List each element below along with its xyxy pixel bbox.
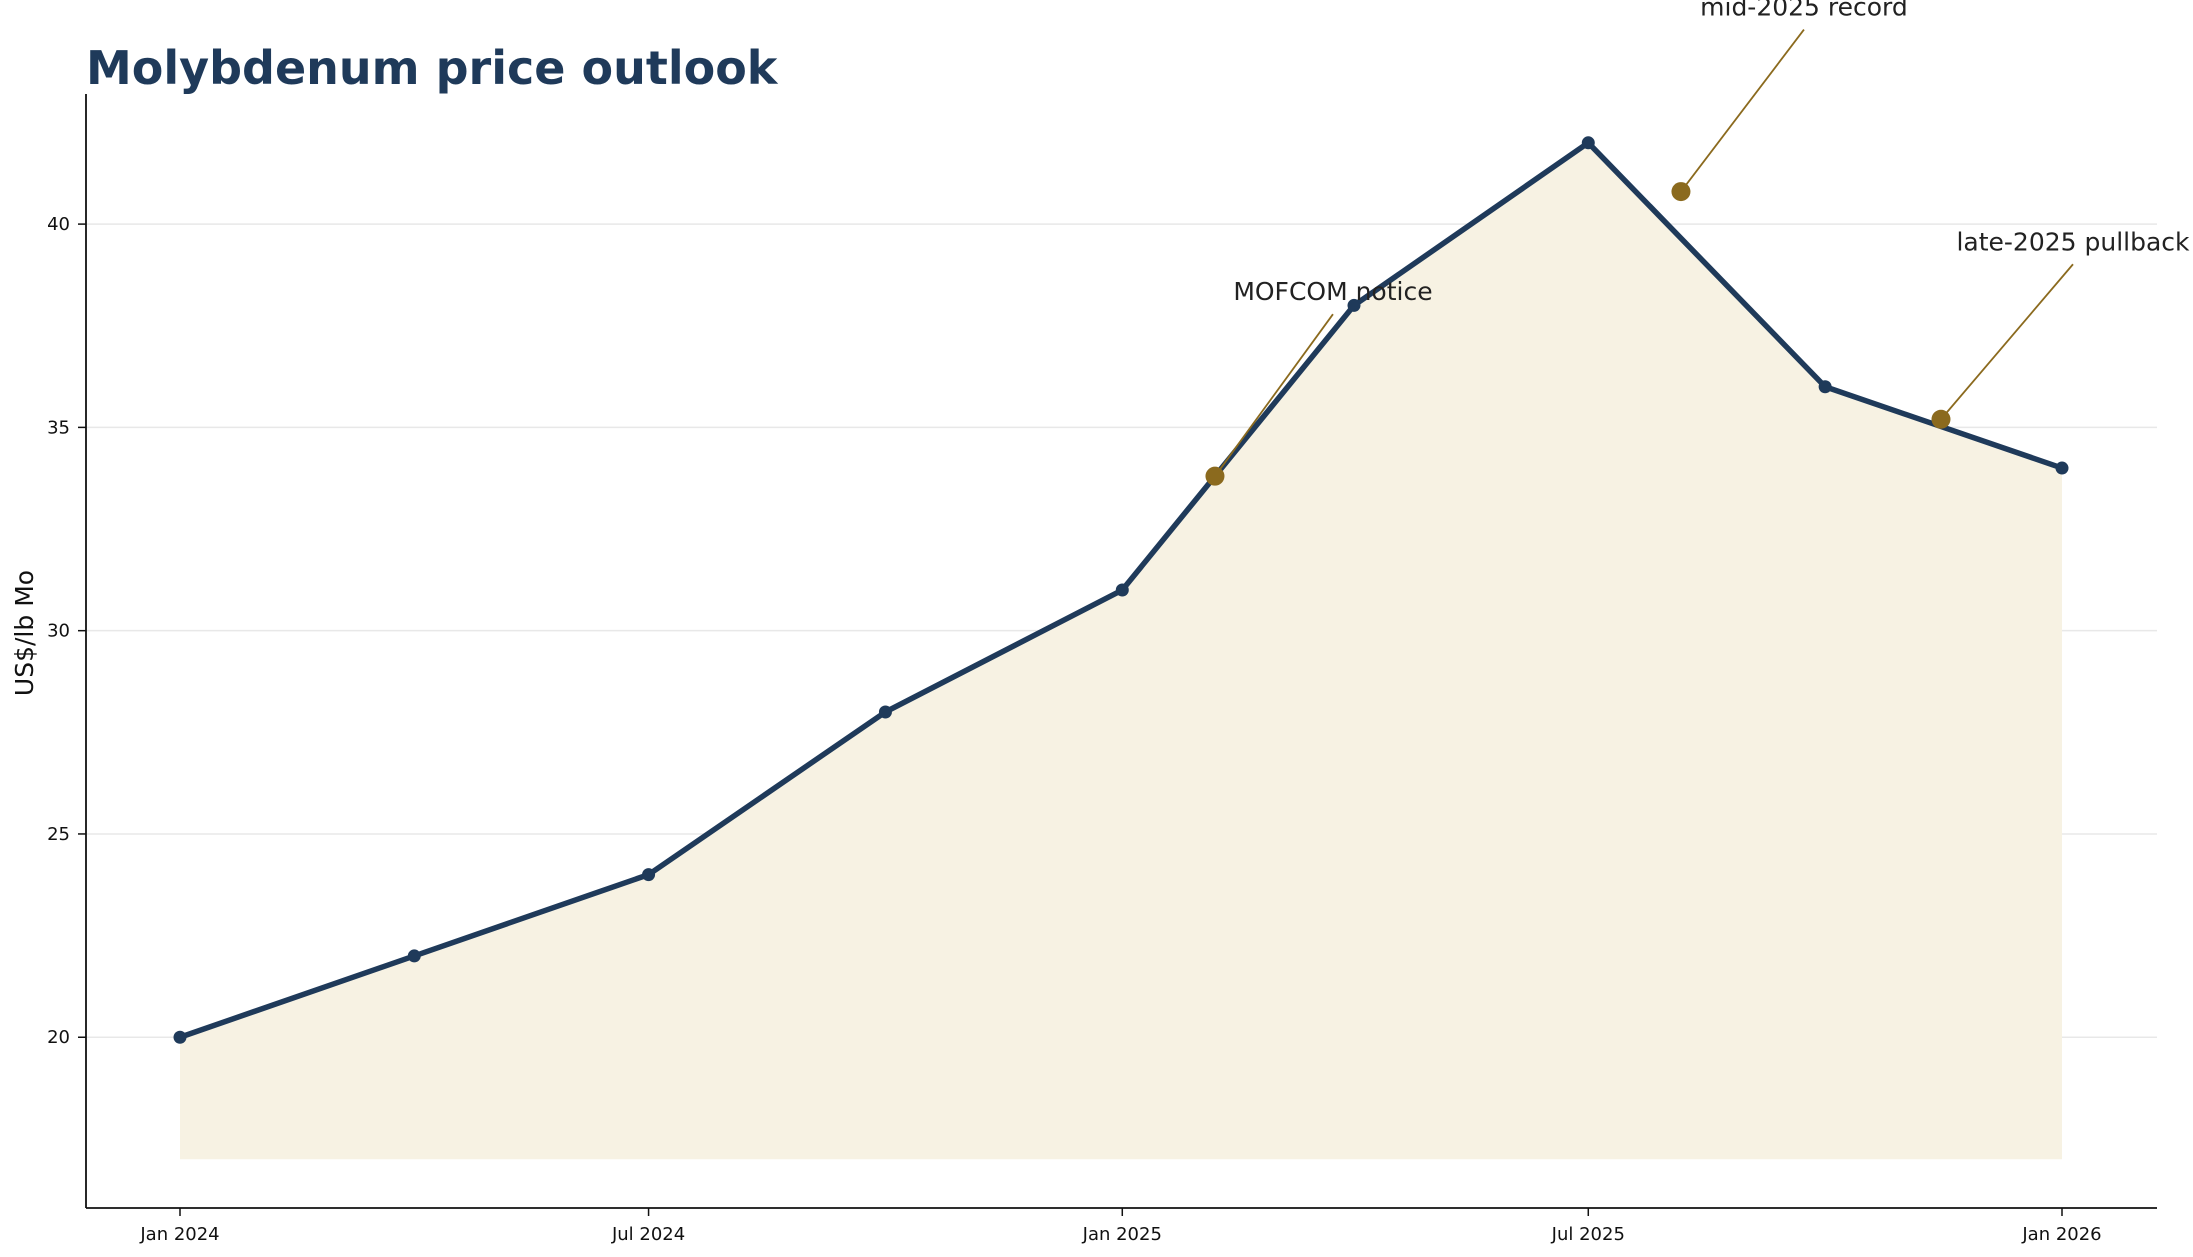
chart-title: Molybdenum price outlook <box>86 41 779 95</box>
data-point <box>1582 136 1595 149</box>
data-point <box>2056 462 2069 475</box>
y-axis-label: US$/lb Mo <box>10 570 39 696</box>
y-tick-label: 35 <box>47 417 70 438</box>
data-point <box>642 868 655 881</box>
data-point <box>408 949 421 962</box>
y-tick-label: 25 <box>47 824 70 845</box>
annotation-label: late-2025 pullback <box>1956 227 2190 256</box>
annotation-labels: MOFCOM notice mid-2025 record late-2025 pu… <box>1233 0 2190 306</box>
x-tick-label: Jan 2026 <box>2021 1224 2101 1245</box>
y-tick-label: 20 <box>47 1027 70 1048</box>
annotation-label: MOFCOM notice <box>1233 277 1432 306</box>
data-point <box>879 705 892 718</box>
y-tick-label: 40 <box>47 214 70 235</box>
area-fill <box>180 143 2062 1159</box>
annotation-marker <box>1671 182 1690 201</box>
x-tick-label: Jan 2024 <box>139 1224 219 1245</box>
annotation-leader-line <box>1681 30 1804 192</box>
data-point <box>1819 380 1832 393</box>
annotation-leader-line <box>1941 264 2073 419</box>
annotation-label: mid-2025 record <box>1700 0 1908 22</box>
annotation-marker <box>1931 410 1950 429</box>
x-tick-label: Jul 2025 <box>1551 1224 1625 1245</box>
area-fill-layer <box>180 143 2062 1159</box>
y-tick-label: 30 <box>47 621 70 642</box>
annotation-marker <box>1205 467 1224 486</box>
data-point <box>174 1031 187 1044</box>
x-tick-label: Jul 2024 <box>611 1224 685 1245</box>
x-tick-label: Jan 2025 <box>1082 1224 1162 1245</box>
data-point <box>1116 584 1129 597</box>
